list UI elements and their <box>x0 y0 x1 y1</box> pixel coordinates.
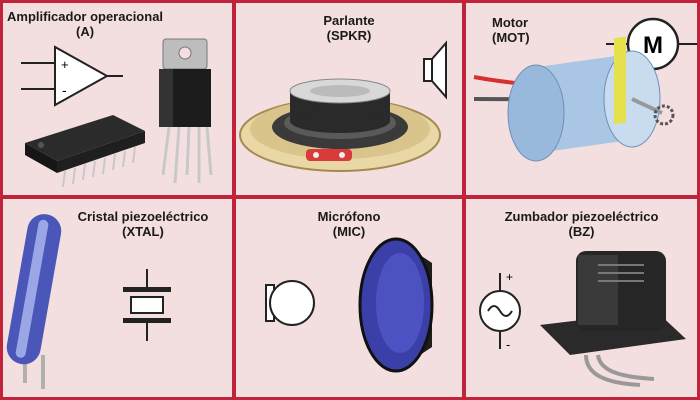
crystal-photo-icon <box>6 214 62 389</box>
ic-chip-icon <box>25 115 145 188</box>
buzzer-minus: - <box>506 337 510 352</box>
opamp-plus: + <box>61 57 69 72</box>
buzzer-photo-icon <box>540 251 686 387</box>
title-parlante: Parlante (SPKR) <box>236 13 462 43</box>
component-name: Cristal piezoeléctrico <box>77 209 209 224</box>
component-name: Parlante <box>323 13 375 28</box>
title-microfono: Micrófono (MIC) <box>236 209 462 239</box>
motor-photo-icon <box>473 36 675 162</box>
opamp-art: + - <box>21 38 213 188</box>
motor-art: M <box>473 17 697 162</box>
title-motor: Motor (MOT) <box>492 15 530 45</box>
cell-motor: Motor (MOT) M <box>466 3 697 195</box>
buzzer-symbol-icon: + - <box>479 270 521 352</box>
title-zumbador: Zumbador piezoeléctrico (BZ) <box>466 209 697 239</box>
component-name: Micrófono <box>317 209 381 224</box>
speaker-symbol-icon <box>423 40 447 100</box>
speaker-art <box>239 40 447 172</box>
cell-zumbador: Zumbador piezoeléctrico (BZ) + - <box>466 199 697 397</box>
component-name: Motor <box>492 15 529 30</box>
cell-parlante: Parlante (SPKR) <box>236 3 462 195</box>
title-cristal: Cristal piezoeléctrico (XTAL) <box>53 209 232 239</box>
component-name: Amplificador operacional <box>7 9 164 24</box>
microphone-symbol-icon <box>265 280 315 326</box>
crystal-symbol-icon <box>123 269 171 341</box>
motor-letter: M <box>643 32 663 59</box>
cell-microfono: Micrófono (MIC) <box>236 199 462 397</box>
microphone-photo-icon <box>358 237 434 373</box>
speaker-photo-icon <box>239 78 441 172</box>
voltage-regulator-icon <box>159 38 213 184</box>
component-code: (A) <box>76 24 95 39</box>
opamp-minus: - <box>62 82 67 98</box>
cell-amplificador: Amplificador operacional (A) + - <box>3 3 232 195</box>
cell-cristal: Cristal piezoeléctrico (XTAL) <box>3 199 232 397</box>
opamp-symbol-icon: + - <box>21 45 123 107</box>
component-code: (XTAL) <box>122 224 164 239</box>
title-amplificador: Amplificador operacional (A) <box>7 9 163 39</box>
component-name: Zumbador piezoeléctrico <box>504 209 659 224</box>
component-code: (BZ) <box>568 224 595 239</box>
component-code: (MOT) <box>492 30 530 45</box>
buzzer-plus: + <box>506 270 513 284</box>
microphone-art <box>265 237 434 373</box>
crystal-art <box>6 214 171 389</box>
buzzer-art: + - <box>479 251 686 387</box>
component-code: (SPKR) <box>326 28 372 43</box>
component-code: (MIC) <box>332 224 366 239</box>
